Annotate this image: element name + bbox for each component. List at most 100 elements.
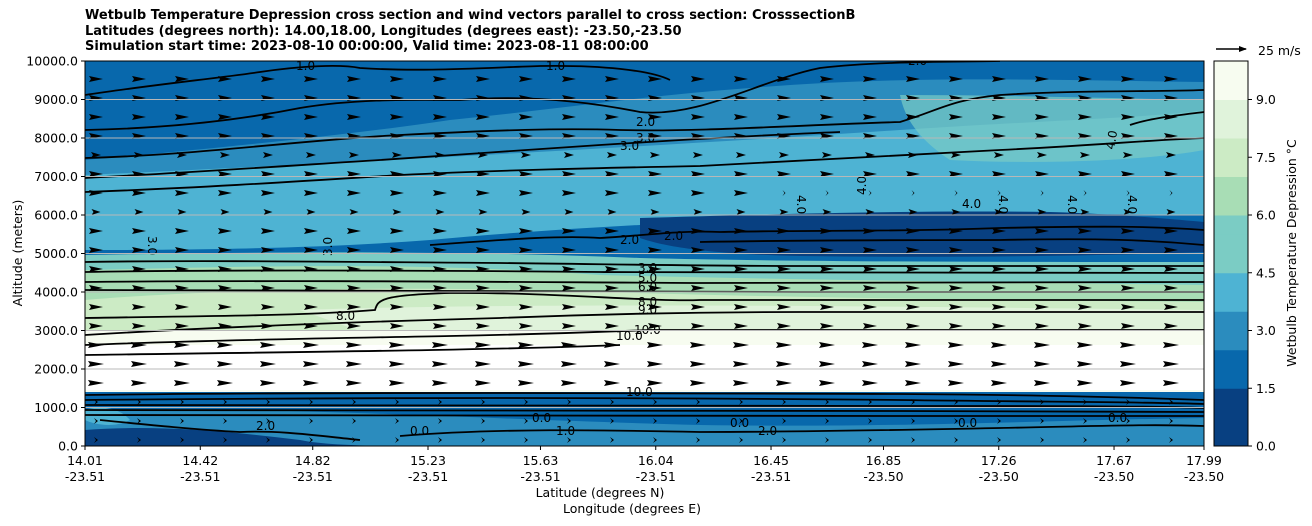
wind-vector: [1169, 437, 1173, 443]
wind-vector: [734, 171, 748, 177]
wind-vector: [390, 285, 404, 291]
wind-vector: [863, 247, 877, 253]
wind-vector: [475, 380, 491, 386]
wind-vector: [647, 342, 663, 348]
wind-vector: [607, 209, 617, 215]
wind-vector: [1078, 304, 1092, 310]
wind-vector: [175, 114, 189, 120]
wind-vector: [218, 304, 232, 310]
wind-vector: [438, 399, 442, 405]
wind-vector: [524, 418, 528, 424]
colorbar-tick-label: 3.0: [1256, 323, 1276, 338]
wind-vector: [519, 190, 533, 196]
wind-vector: [433, 323, 447, 329]
wind-vector: [89, 190, 103, 196]
wind-vector: [395, 418, 399, 424]
wind-vector: [481, 418, 485, 424]
wind-vector: [438, 437, 442, 443]
wind-vector: [820, 76, 834, 82]
contour-line: [85, 409, 1204, 413]
wind-vector: [260, 342, 276, 348]
wind-vector: [132, 323, 146, 329]
contour-line: [85, 403, 1204, 409]
wind-vector: [696, 399, 700, 405]
wind-vector: [521, 209, 531, 215]
wind-vector: [949, 228, 963, 234]
wind-vector: [691, 304, 705, 310]
wind-vector: [949, 114, 963, 120]
wind-vector: [1163, 380, 1179, 386]
wind-vector: [782, 437, 786, 443]
x-tick-label-lon: -23.50: [1094, 469, 1134, 484]
wind-vector: [1078, 76, 1092, 82]
wind-vector: [1078, 285, 1092, 291]
wind-vector: [906, 228, 920, 234]
wind-vector: [519, 228, 533, 234]
wind-vector: [1083, 399, 1087, 405]
wind-vector: [650, 209, 660, 215]
wind-vector: [1163, 361, 1179, 367]
wind-vector: [260, 380, 276, 386]
wind-vector: [131, 380, 147, 386]
contour-label: 4.0: [1103, 129, 1120, 150]
contour-line: [85, 64, 671, 96]
wind-vector: [782, 418, 786, 424]
wind-vector: [779, 152, 789, 158]
band-upper-dark: [85, 61, 1204, 165]
wind-vector: [691, 266, 705, 272]
wind-vector: [132, 266, 146, 272]
colorbar-segment: [1214, 157, 1248, 177]
wind-vector: [1163, 342, 1179, 348]
wind-vector: [1164, 285, 1178, 291]
wind-vector: [1035, 247, 1049, 253]
wind-vector: [1121, 266, 1135, 272]
wind-vector: [610, 437, 614, 443]
wind-vector: [992, 285, 1006, 291]
wind-vector: [392, 209, 402, 215]
wind-vector: [1083, 437, 1087, 443]
wind-vector: [223, 399, 227, 405]
wind-vector: [777, 323, 791, 329]
wind-vector: [604, 380, 620, 386]
wind-vector: [346, 342, 362, 348]
x-axis: 14.01-23.5114.42-23.5114.82-23.5115.23-2…: [65, 446, 1224, 484]
wind-vector: [177, 152, 187, 158]
wind-vector: [776, 342, 792, 348]
wind-vector: [648, 76, 662, 82]
wind-vector: [1040, 399, 1044, 405]
wind-vector: [863, 228, 877, 234]
wind-vector: [693, 152, 703, 158]
wind-vector: [1035, 304, 1049, 310]
contour-line: [85, 280, 1204, 284]
wind-vector: [89, 266, 103, 272]
wind-vector: [564, 209, 574, 215]
wind-vector: [690, 361, 706, 367]
wind-vector: [1126, 418, 1130, 424]
wind-vector: [610, 418, 614, 424]
wind-vector: [390, 247, 404, 253]
wind-vector: [605, 114, 619, 120]
colorbar-segment: [1214, 118, 1248, 139]
colorbar-segment: [1214, 253, 1248, 274]
wind-vector: [605, 171, 619, 177]
wind-vector: [89, 171, 103, 177]
wind-vector: [433, 190, 447, 196]
title-line-2: Latitudes (degrees north): 14.00,18.00, …: [85, 23, 682, 39]
wind-vector: [1080, 152, 1090, 158]
wind-vector: [604, 342, 620, 348]
wind-vector: [137, 437, 141, 443]
wind-vector: [347, 190, 361, 196]
band-surface-mid: [85, 408, 1204, 446]
colorbar: 0.0 1.5 3.0 4.5 6.0 7.5 9.0: [1213, 60, 1276, 454]
wind-vector: [561, 342, 577, 348]
band-surface-deep: [85, 428, 420, 446]
contour-line: [99, 419, 361, 441]
wind-vector: [1123, 152, 1133, 158]
colorbar-segment: [1214, 195, 1248, 216]
wind-vector: [478, 152, 488, 158]
wind-vector: [691, 171, 705, 177]
wind-vector: [648, 190, 662, 196]
contour-line: [85, 413, 1204, 417]
wind-vector: [777, 285, 791, 291]
wind-vector: [997, 190, 1001, 196]
